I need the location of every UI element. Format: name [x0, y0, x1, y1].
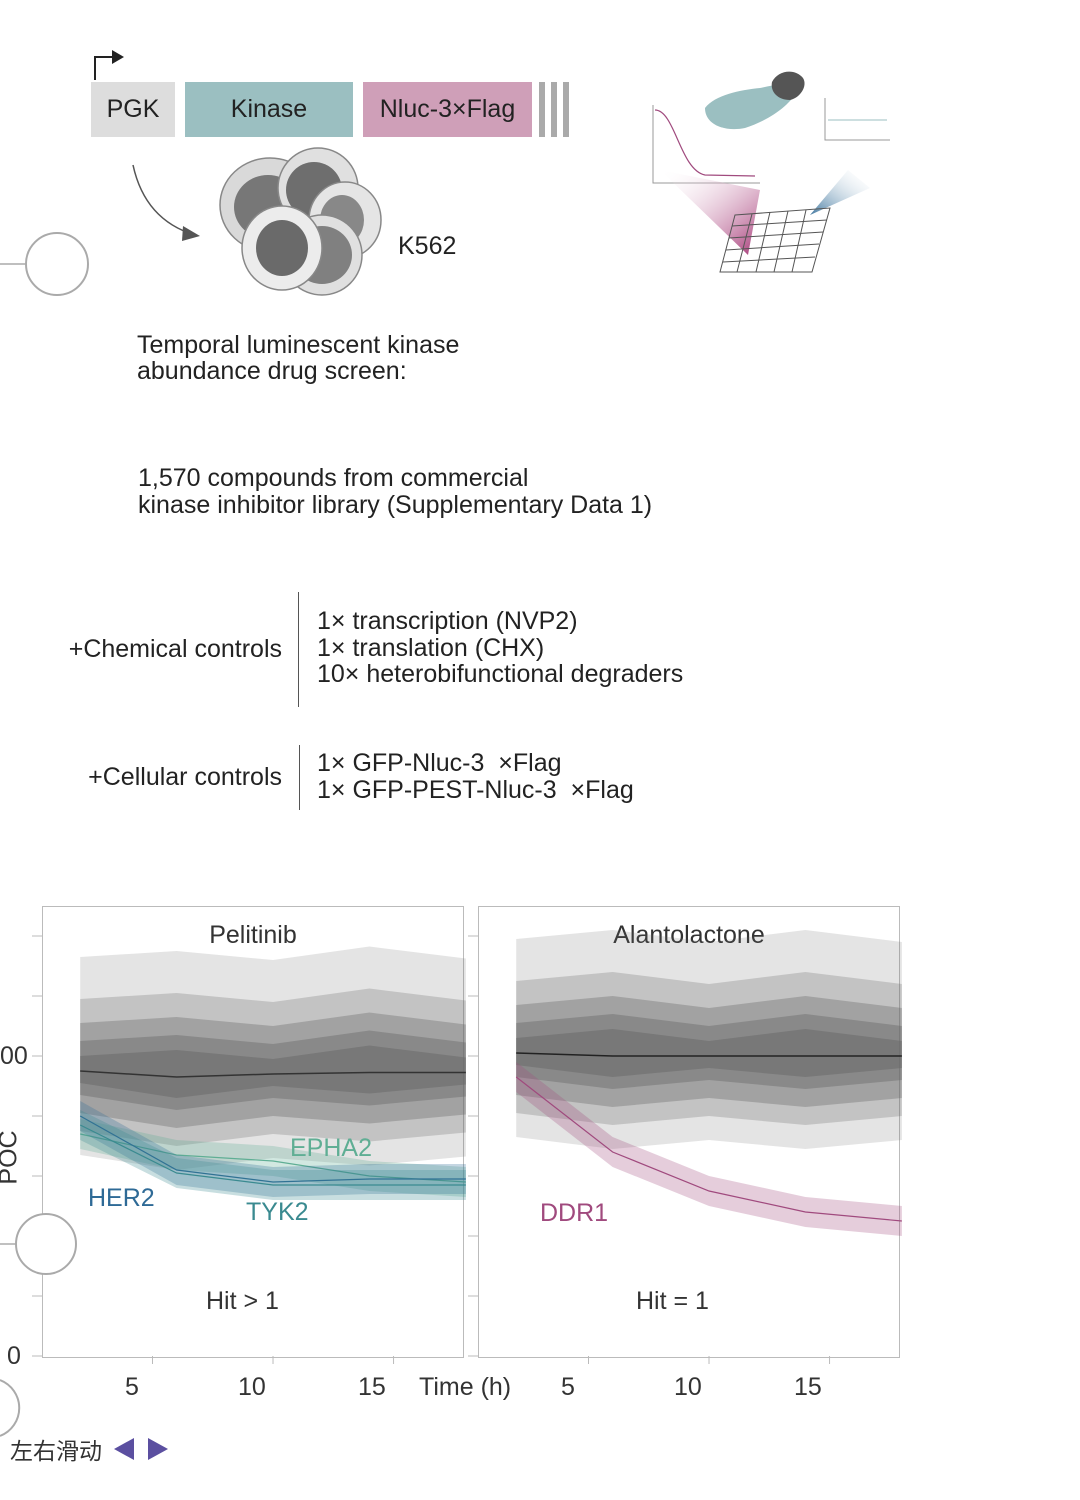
series-band-tyk2	[80, 1110, 466, 1200]
x-tick: 10	[238, 1373, 266, 1401]
k562-cells-icon	[219, 147, 382, 296]
series-line-tyk2	[79, 1124, 466, 1186]
series-line-her2	[79, 1115, 466, 1183]
x-tick: 5	[561, 1373, 575, 1401]
series-label-ddr1: DDR1	[540, 1199, 608, 1227]
swipe-nav: 左右滑动	[10, 1432, 168, 1466]
y-axis-label: POC	[0, 1130, 23, 1185]
chemical-control-item: 10× heterobifunctional degraders	[317, 660, 684, 688]
promoter-arrowhead-icon	[112, 50, 124, 64]
series-label-tyk2: TYK2	[246, 1198, 309, 1226]
cellular-controls-list: 1× GFP-Nluc-3 ×Flag 1× GFP-PEST-Nluc-3 ×…	[317, 750, 634, 804]
slider-handle-top	[25, 232, 89, 296]
nluc-label: Nluc-3×Flag	[379, 95, 516, 123]
cellular-controls-divider	[299, 745, 300, 810]
series-label-her2: HER2	[88, 1184, 155, 1212]
terminator-bar-icon	[539, 82, 545, 137]
promoter-arrow-icon	[94, 56, 115, 80]
kinase-box: Kinase	[185, 82, 353, 137]
series-label-epha2: EPHA2	[290, 1134, 372, 1162]
chemical-controls-divider	[298, 592, 299, 707]
curved-arrowhead-icon	[182, 226, 200, 241]
left-slider-decor	[0, 1213, 77, 1437]
panel-title: Alantolactone	[613, 921, 765, 949]
x-tick: 15	[358, 1373, 386, 1401]
x-tick: 15	[794, 1373, 822, 1401]
nav-right-arrow-icon[interactable]	[148, 1438, 168, 1460]
terminator-bar-icon	[551, 82, 557, 137]
x-tick: 5	[125, 1373, 139, 1401]
x-axis-label: Time (h)	[419, 1373, 512, 1401]
nav-left-arrow-icon[interactable]	[114, 1438, 134, 1460]
nluc-box: Nluc-3×Flag	[363, 82, 532, 137]
plate-reader-icon	[652, 71, 890, 273]
y-tick-top: 00	[0, 1042, 28, 1070]
background-band	[516, 1029, 902, 1077]
chemical-controls-label: +Chemical controls	[68, 635, 282, 663]
cell-line-label: K562	[398, 232, 457, 260]
cellular-controls-label: +Cellular controls	[88, 763, 282, 791]
cellular-control-item: 1× GFP-Nluc-3 ×Flag	[317, 749, 562, 777]
panel-alantolactone: Alantolactone	[478, 906, 900, 1358]
pgk-box: PGK	[91, 82, 175, 137]
compounds-text: 1,570 compounds from commercial kinase i…	[138, 464, 653, 519]
construct-diagram	[0, 50, 890, 296]
kinase-label: Kinase	[230, 95, 308, 123]
y-tick-bottom: 0	[7, 1342, 21, 1370]
chemical-control-item: 1× translation (CHX)	[317, 633, 545, 662]
background-band	[516, 930, 902, 1149]
panel-title: Pelitinib	[209, 921, 297, 949]
series-line-median	[80, 1070, 466, 1078]
screen-title: Temporal luminescent kinase abundance dr…	[137, 331, 460, 385]
background-band	[80, 946, 466, 1170]
series-line-median	[516, 1052, 902, 1057]
x-tick: 10	[674, 1373, 702, 1401]
pgk-label: PGK	[106, 95, 160, 123]
cellular-control-item: 1× GFP-PEST-Nluc-3 ×Flag	[317, 776, 634, 804]
terminator-bar-icon	[563, 82, 569, 137]
annotation-alantolactone: Hit = 1	[636, 1287, 709, 1315]
chemical-control-item: 1× transcription (NVP2)	[317, 607, 578, 635]
series-band-ddr1	[516, 1062, 902, 1236]
annotation-pelitinib: Hit > 1	[206, 1287, 279, 1315]
swipe-hint-label: 左右滑动	[10, 1438, 102, 1464]
panel-pelitinib: Pelitinib	[42, 906, 464, 1358]
slider-handle-bottom	[15, 1213, 77, 1275]
series-line-epha2	[80, 1133, 466, 1183]
chemical-controls-list: 1× transcription (NVP2) 1× translation (…	[317, 608, 683, 688]
series-band-epha2	[80, 1119, 466, 1197]
series-line-ddr1	[515, 1076, 902, 1222]
background-band	[80, 1045, 466, 1098]
